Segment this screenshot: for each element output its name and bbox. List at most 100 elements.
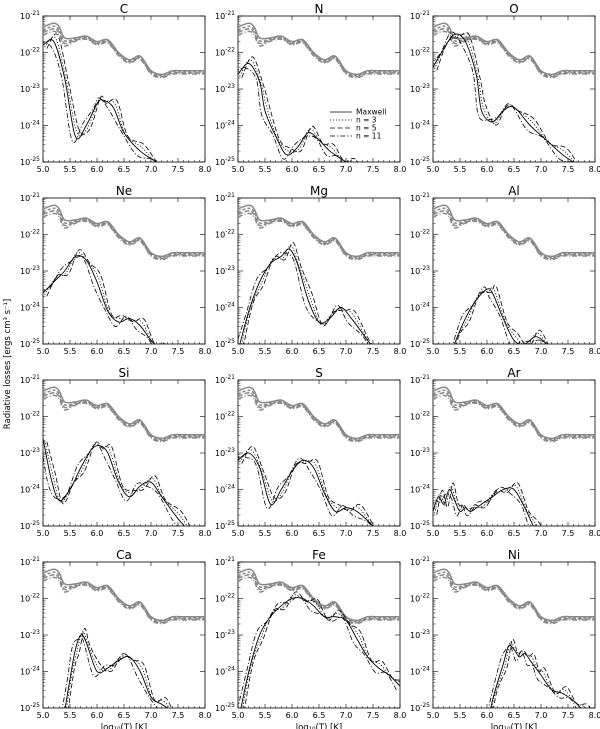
total-loss-line (433, 212, 595, 261)
total-loss-line (238, 25, 400, 77)
total-loss-line (43, 22, 205, 76)
y-tick-label: 10-23 (215, 629, 235, 640)
element-loss-line (238, 67, 343, 162)
x-tick-label: 6.5 (313, 347, 326, 356)
panel-frame (42, 561, 206, 709)
x-tick-label: 7.0 (145, 347, 158, 356)
y-tick-label: 10-22 (215, 47, 235, 58)
plot-area (43, 22, 205, 162)
x-tick-label: 5.0 (427, 711, 440, 720)
x-tick-label: 7.0 (535, 347, 548, 356)
total-loss-line (43, 25, 205, 77)
panel-fe: Fe 5.0 5.5 6.0 6.5 7.0 7.5 8.0 10-21 10-22 10-23 10… (215, 548, 406, 729)
x-tick-label: 8.0 (394, 529, 407, 538)
y-tick-label: 10-25 (20, 702, 40, 713)
element-loss-line (43, 443, 179, 526)
x-tick-label: 5.0 (37, 165, 50, 174)
x-tick-label: 5.0 (427, 529, 440, 538)
total-loss-line (238, 207, 400, 259)
y-tick-label: 10-24 (20, 302, 40, 313)
element-loss-line (434, 33, 576, 162)
x-tick-label: 5.5 (454, 347, 467, 356)
element-loss-line (64, 634, 169, 708)
element-loss-line (66, 630, 170, 708)
x-tick-label: 6.0 (91, 165, 104, 174)
x-tick-label: 8.0 (199, 347, 212, 356)
y-tick-label: 10-21 (215, 192, 235, 203)
panel-ar: Ar 5.0 5.5 6.0 6.5 7.0 7.5 8.0 10-21 10-22 10-23 10… (410, 366, 600, 538)
x-tick-label: 6.0 (91, 711, 104, 720)
y-tick-label: 10-24 (410, 666, 430, 677)
x-tick-label: 6.0 (286, 165, 299, 174)
element-loss-line (436, 31, 578, 162)
total-loss-line (43, 210, 205, 260)
x-tick-label: 7.5 (172, 347, 185, 356)
total-loss-line (238, 30, 400, 79)
y-tick-label: 10-23 (410, 265, 430, 276)
y-tick-label: 10-23 (410, 447, 430, 458)
panel-c: C 5.0 5.5 6.0 6.5 7.0 7.5 8.0 10-21 10-22 10-23 10-… (20, 2, 212, 174)
element-loss-line (43, 39, 158, 162)
total-loss-line (43, 574, 205, 624)
total-loss-line (43, 394, 205, 443)
y-tick-label: 10-22 (215, 593, 235, 604)
x-tick-label: 8.0 (199, 165, 212, 174)
y-tick-label: 10-25 (410, 156, 430, 167)
total-loss-line (43, 386, 205, 440)
total-loss-line (43, 207, 205, 259)
x-tick-label: 5.0 (232, 529, 245, 538)
x-tick-label: 8.0 (589, 347, 600, 356)
total-loss-line (43, 204, 205, 258)
total-loss-line (238, 392, 400, 442)
y-tick-label: 10-21 (410, 556, 430, 567)
y-tick-label: 10-22 (410, 229, 430, 240)
legend-entry: n = 3 (356, 116, 377, 125)
panel-s: S 5.0 5.5 6.0 6.5 7.0 7.5 8.0 10-21 10-22 10-23 10-… (215, 366, 407, 538)
plot-area (433, 204, 595, 344)
y-tick-label: 10-25 (215, 338, 235, 349)
element-loss-line (452, 286, 546, 344)
x-tick-label: 7.0 (535, 165, 548, 174)
element-loss-line (46, 33, 158, 162)
y-tick-label: 10-23 (20, 265, 40, 276)
x-tick-label: 6.5 (118, 711, 131, 720)
x-tick-label: 5.0 (37, 529, 50, 538)
panel-frame (42, 197, 206, 345)
total-loss-line (43, 392, 205, 442)
x-tick-label: 7.0 (535, 529, 548, 538)
panel-ca: Ca 5.0 5.5 6.0 6.5 7.0 7.5 8.0 10-21 10-22 10-23 10… (20, 548, 211, 729)
x-tick-label: 7.5 (172, 529, 185, 538)
x-tick-label: 7.5 (562, 165, 575, 174)
x-tick-label: 6.5 (508, 529, 521, 538)
element-loss-line (433, 31, 574, 162)
y-tick-label: 10-22 (410, 47, 430, 58)
total-loss-line (238, 571, 400, 623)
panel-frame (432, 197, 596, 345)
y-tick-label: 10-22 (215, 229, 235, 240)
x-axis-label: log₁₀(T) [K] (491, 723, 538, 729)
x-tick-label: 5.5 (454, 529, 467, 538)
x-tick-label: 6.0 (91, 529, 104, 538)
x-tick-label: 8.0 (199, 711, 212, 720)
plot-area (43, 204, 205, 344)
element-loss-line (43, 438, 185, 526)
x-tick-label: 7.5 (367, 711, 380, 720)
plot-area (43, 568, 205, 708)
x-tick-label: 5.5 (64, 529, 77, 538)
panel-title: Al (508, 184, 520, 198)
x-tick-label: 5.5 (259, 347, 272, 356)
total-loss-line (238, 576, 400, 625)
y-tick-label: 10-25 (20, 156, 40, 167)
y-tick-label: 10-25 (215, 702, 235, 713)
total-loss-line (238, 22, 400, 76)
element-loss-line (44, 252, 158, 344)
x-tick-label: 6.5 (313, 165, 326, 174)
x-tick-label: 8.0 (589, 165, 600, 174)
total-loss-line (433, 571, 595, 623)
x-tick-label: 5.0 (232, 711, 245, 720)
plot-area (433, 386, 595, 526)
x-tick-label: 5.0 (427, 347, 440, 356)
element-loss-line (240, 597, 400, 708)
element-loss-line (46, 441, 191, 526)
